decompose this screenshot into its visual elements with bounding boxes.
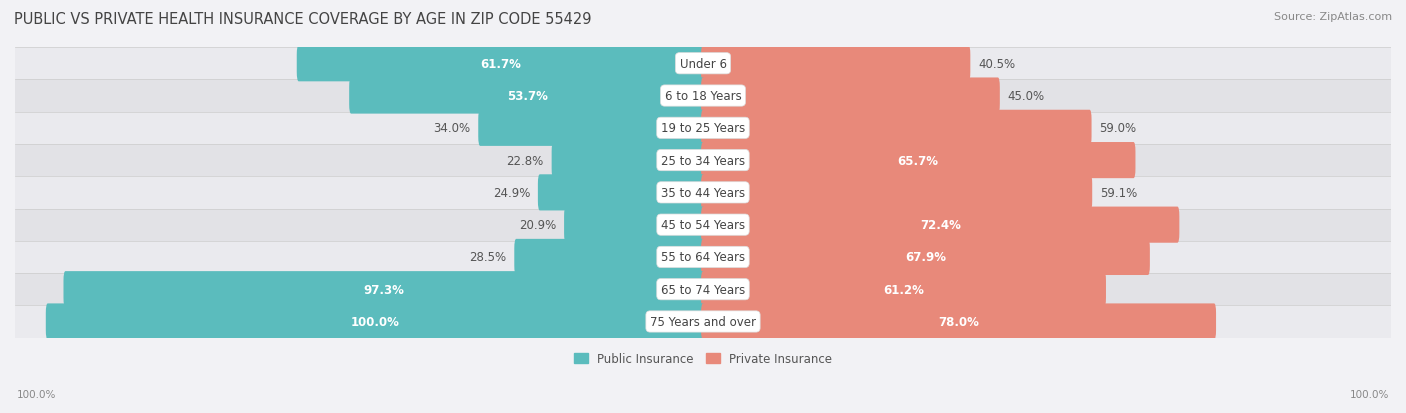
Text: 6 to 18 Years: 6 to 18 Years	[665, 90, 741, 103]
Text: 100.0%: 100.0%	[352, 315, 399, 328]
Bar	[15, 273, 1391, 306]
Text: 28.5%: 28.5%	[470, 251, 506, 264]
Text: 34.0%: 34.0%	[433, 122, 471, 135]
Text: 55 to 64 Years: 55 to 64 Years	[661, 251, 745, 264]
Text: Under 6: Under 6	[679, 58, 727, 71]
Text: 78.0%: 78.0%	[938, 315, 979, 328]
Text: 22.8%: 22.8%	[506, 154, 544, 167]
Text: 100.0%: 100.0%	[1350, 389, 1389, 399]
FancyBboxPatch shape	[478, 110, 704, 147]
Bar	[15, 306, 1391, 338]
Text: 59.1%: 59.1%	[1099, 186, 1137, 199]
Legend: Public Insurance, Private Insurance: Public Insurance, Private Insurance	[569, 347, 837, 370]
Text: 45 to 54 Years: 45 to 54 Years	[661, 218, 745, 232]
Bar	[15, 48, 1391, 80]
FancyBboxPatch shape	[538, 175, 704, 211]
Text: PUBLIC VS PRIVATE HEALTH INSURANCE COVERAGE BY AGE IN ZIP CODE 55429: PUBLIC VS PRIVATE HEALTH INSURANCE COVER…	[14, 12, 592, 27]
Text: 61.2%: 61.2%	[883, 283, 924, 296]
FancyBboxPatch shape	[702, 142, 1136, 179]
Text: 72.4%: 72.4%	[920, 218, 960, 232]
FancyBboxPatch shape	[551, 142, 704, 179]
FancyBboxPatch shape	[349, 78, 704, 114]
FancyBboxPatch shape	[702, 175, 1092, 211]
Text: 75 Years and over: 75 Years and over	[650, 315, 756, 328]
Bar	[15, 177, 1391, 209]
FancyBboxPatch shape	[702, 239, 1150, 275]
FancyBboxPatch shape	[702, 271, 1107, 308]
Bar	[15, 209, 1391, 241]
Text: 45.0%: 45.0%	[1008, 90, 1045, 103]
FancyBboxPatch shape	[702, 304, 1216, 340]
Text: 65.7%: 65.7%	[898, 154, 939, 167]
Text: 19 to 25 Years: 19 to 25 Years	[661, 122, 745, 135]
Text: 40.5%: 40.5%	[979, 58, 1015, 71]
Text: 24.9%: 24.9%	[492, 186, 530, 199]
Text: Source: ZipAtlas.com: Source: ZipAtlas.com	[1274, 12, 1392, 22]
Bar	[15, 241, 1391, 273]
Text: 53.7%: 53.7%	[506, 90, 547, 103]
Bar	[15, 145, 1391, 177]
FancyBboxPatch shape	[702, 110, 1091, 147]
Bar	[15, 80, 1391, 112]
FancyBboxPatch shape	[564, 207, 704, 243]
Text: 100.0%: 100.0%	[17, 389, 56, 399]
Text: 61.7%: 61.7%	[481, 58, 522, 71]
Text: 65 to 74 Years: 65 to 74 Years	[661, 283, 745, 296]
FancyBboxPatch shape	[702, 207, 1180, 243]
FancyBboxPatch shape	[515, 239, 704, 275]
FancyBboxPatch shape	[63, 271, 704, 308]
Text: 20.9%: 20.9%	[519, 218, 557, 232]
FancyBboxPatch shape	[297, 46, 704, 82]
Text: 67.9%: 67.9%	[905, 251, 946, 264]
Text: 35 to 44 Years: 35 to 44 Years	[661, 186, 745, 199]
Text: 97.3%: 97.3%	[364, 283, 405, 296]
Text: 59.0%: 59.0%	[1099, 122, 1136, 135]
FancyBboxPatch shape	[46, 304, 704, 340]
Bar	[15, 112, 1391, 145]
FancyBboxPatch shape	[702, 78, 1000, 114]
FancyBboxPatch shape	[702, 46, 970, 82]
Text: 25 to 34 Years: 25 to 34 Years	[661, 154, 745, 167]
